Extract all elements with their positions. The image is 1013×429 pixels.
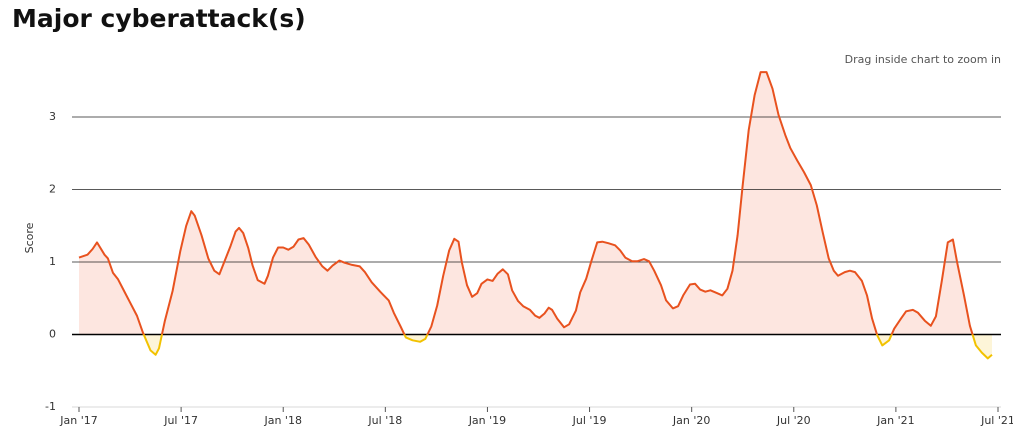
y-tick-label: 1	[49, 255, 56, 268]
x-tick-label: Jul '20	[776, 414, 811, 427]
x-tick-label: Jan '20	[672, 414, 710, 427]
x-tick-label: Jul '21	[980, 414, 1013, 427]
line	[78, 71, 993, 360]
x-tick-label: Jan '18	[263, 414, 301, 427]
x-tick-label: Jul '19	[572, 414, 607, 427]
y-tick-label: 2	[49, 183, 56, 196]
x-tick-label: Jan '19	[468, 414, 506, 427]
y-tick-label: 3	[49, 110, 56, 123]
x-tick-label: Jan '17	[59, 414, 97, 427]
zoom-hint: Drag inside chart to zoom in	[844, 53, 1001, 66]
x-tick-label: Jan '21	[876, 414, 914, 427]
chart-title: Major cyberattack(s)	[12, 4, 306, 33]
x-tick-label: Jul '18	[367, 414, 402, 427]
y-axis-label: Score	[23, 222, 36, 253]
x-tick-label: Jul '17	[163, 414, 198, 427]
y-tick-label: -1	[45, 400, 56, 413]
y-tick-label: 0	[49, 328, 56, 341]
area	[79, 72, 992, 359]
